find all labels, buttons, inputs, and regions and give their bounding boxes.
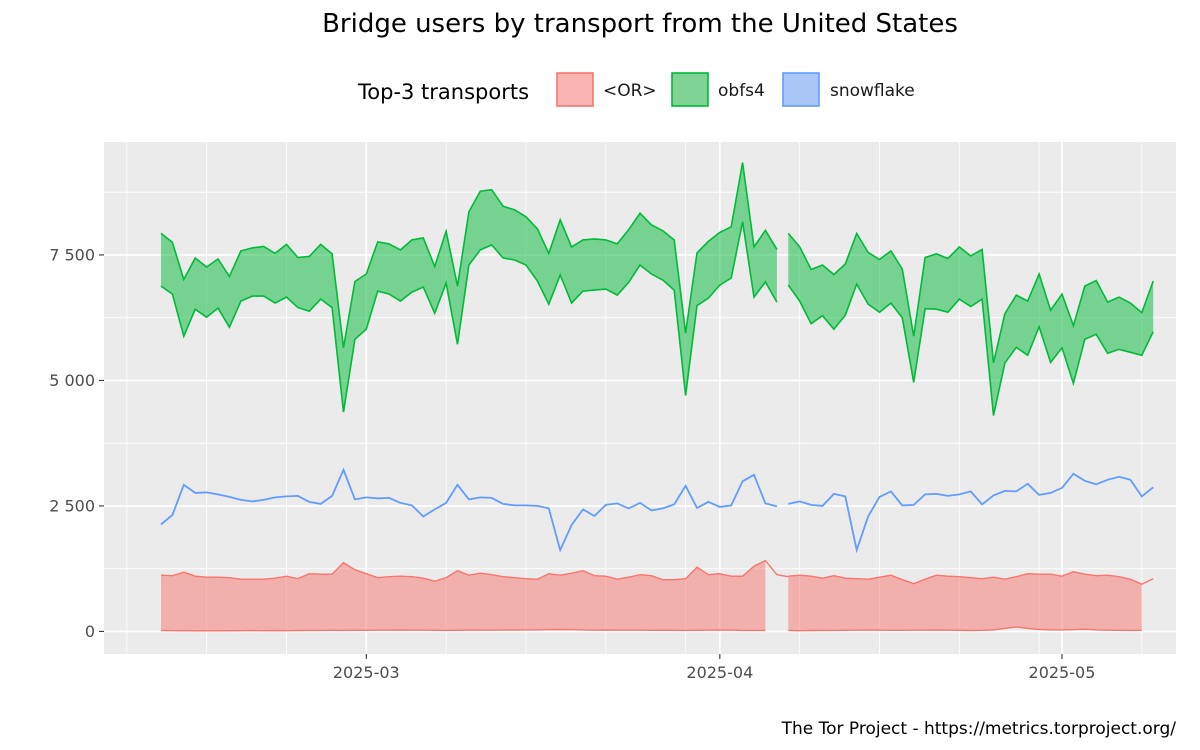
y-tick-label: 2 500	[49, 496, 95, 515]
or-area	[788, 572, 1142, 631]
chart-title: Bridge users by transport from the Unite…	[322, 9, 958, 39]
x-tick-label: 2025-05	[1029, 663, 1096, 682]
plot-panel	[104, 142, 1176, 654]
legend-title: Top-3 transports	[357, 80, 529, 104]
legend-label-snowflake: snowflake	[830, 81, 915, 101]
legend-label-or: <OR>	[603, 81, 657, 101]
x-tick-label: 2025-03	[333, 663, 400, 682]
legend-key-obfs4	[672, 73, 708, 106]
y-tick-label: 0	[85, 622, 95, 641]
legend-key-or	[557, 73, 593, 106]
x-tick-label: 2025-04	[686, 663, 753, 682]
chart-caption: The Tor Project - https://metrics.torpro…	[781, 719, 1177, 739]
y-tick-label: 5 000	[49, 371, 95, 390]
legend: Top-3 transports <OR> obfs4 snowflake	[357, 73, 915, 106]
legend-key-snowflake	[783, 73, 819, 106]
legend-label-obfs4: obfs4	[718, 81, 765, 101]
y-tick-label: 7 500	[49, 245, 95, 264]
